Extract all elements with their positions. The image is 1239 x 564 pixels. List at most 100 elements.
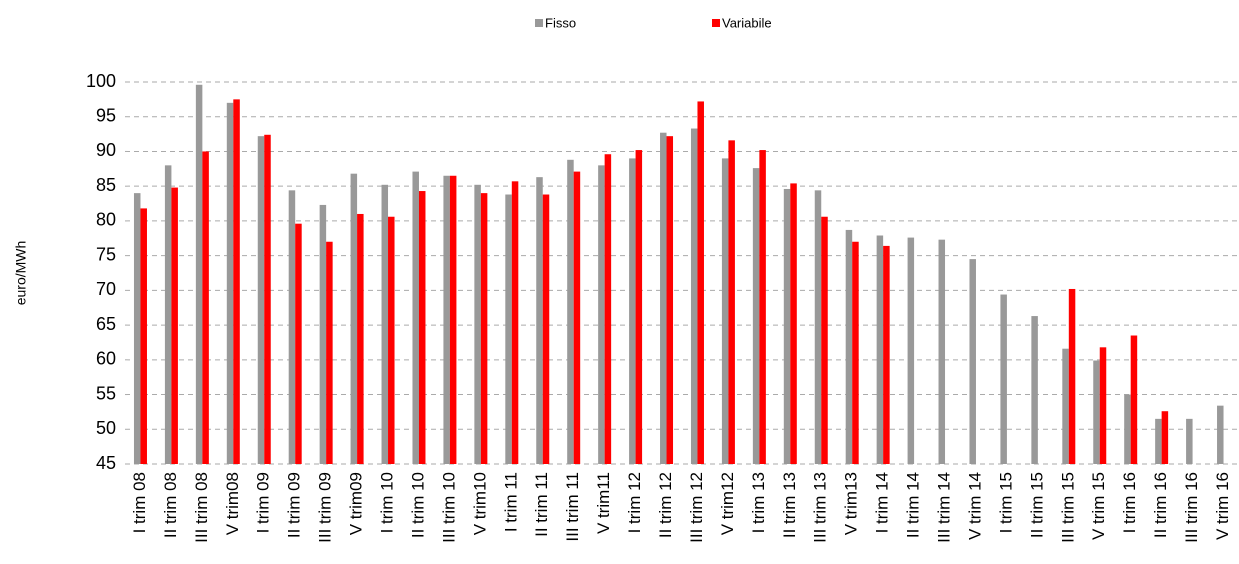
x-tick-label: I trim 13 (749, 472, 768, 533)
x-tick-label: I trim 15 (996, 472, 1015, 533)
x-tick-label: III trim 15 (1058, 472, 1077, 543)
bar (852, 241, 859, 464)
bar (690, 128, 698, 464)
bar (938, 239, 946, 464)
bar (721, 158, 729, 464)
x-tick-label: II trim 12 (656, 472, 675, 538)
x-tick-label: II trim 16 (1151, 472, 1170, 538)
bar (1093, 360, 1100, 464)
bar (635, 150, 643, 464)
x-tick-label: III trim 14 (935, 472, 954, 543)
bar (567, 159, 574, 464)
bar (883, 245, 890, 464)
bar (257, 136, 265, 464)
bar (697, 101, 704, 465)
legend-swatch (712, 19, 720, 27)
x-tick-label: I trim 11 (501, 472, 520, 532)
y-tick-label: 100 (86, 71, 116, 91)
bar (133, 193, 141, 465)
y-tick-label: 45 (96, 453, 116, 473)
bar (1068, 288, 1076, 464)
x-tick-label: III trim 08 (192, 472, 211, 543)
legend-label: Variabile (722, 15, 772, 30)
bar (202, 151, 209, 465)
bar (1130, 335, 1138, 464)
x-tick-label: I trim 14 (873, 472, 892, 533)
bar (171, 187, 178, 464)
bar (443, 175, 450, 464)
bar (418, 191, 426, 464)
bar (1062, 348, 1069, 464)
x-tick-label: III trim 12 (687, 472, 706, 543)
bar (629, 158, 636, 464)
x-tick-label: V trim10 (470, 472, 489, 535)
bar (1217, 405, 1224, 464)
y-tick-label: 50 (96, 418, 116, 438)
bar (1031, 316, 1038, 464)
bar (295, 223, 302, 464)
x-tick-label: V trim08 (223, 472, 242, 535)
bar (319, 204, 327, 464)
bar (876, 235, 884, 464)
x-tick-label: I trim 12 (625, 472, 644, 533)
bar (381, 184, 389, 464)
x-tick-label: I trim 16 (1120, 472, 1139, 533)
y-axis-label: euro/MWh (13, 241, 29, 306)
x-tick-label: II trim 13 (780, 472, 799, 538)
x-tick-label: V trim 16 (1213, 472, 1232, 540)
bar (1124, 394, 1131, 464)
bar (1161, 411, 1169, 464)
x-tick-label: III trim 13 (811, 472, 830, 543)
bar (449, 175, 457, 464)
bar (660, 132, 667, 464)
bar (505, 194, 512, 464)
bar (233, 99, 240, 464)
bar (728, 140, 735, 465)
bar (536, 177, 543, 465)
y-tick-label: 60 (96, 349, 116, 369)
bar (226, 102, 234, 464)
y-tick-label: 95 (96, 105, 116, 125)
bar (752, 168, 760, 464)
bar (480, 193, 488, 465)
x-tick-label: III trim 16 (1182, 472, 1201, 543)
bar (326, 241, 333, 464)
bar (666, 136, 674, 464)
y-tick-label: 75 (96, 244, 116, 264)
bar (783, 188, 791, 464)
x-tick-label: V trim 15 (1089, 472, 1108, 540)
x-tick-label: III trim 11 (563, 472, 582, 542)
bar (511, 181, 519, 464)
bar (573, 171, 581, 464)
legend-label: Fisso (545, 15, 576, 30)
y-tick-label: 85 (96, 175, 116, 195)
bar (821, 216, 828, 464)
x-tick-label: V trim11 (594, 472, 613, 534)
bar (907, 237, 915, 464)
x-tick-label: II trim 08 (161, 472, 180, 538)
bar (474, 184, 481, 464)
bar (1099, 347, 1107, 464)
bar (542, 194, 550, 464)
x-tick-label: III trim 10 (439, 472, 458, 543)
x-tick-label: V trim 14 (965, 472, 984, 540)
x-tick-label: II trim 09 (285, 472, 304, 538)
x-tick-label: I trim 09 (254, 472, 273, 533)
y-tick-label: 65 (96, 314, 116, 334)
x-tick-label: III trim 09 (316, 472, 335, 543)
bar (412, 171, 419, 464)
bar (814, 190, 822, 464)
x-tick-label: II trim 14 (904, 472, 923, 538)
bar (759, 150, 766, 464)
x-tick-label: V trim12 (718, 472, 737, 535)
x-tick-label: V trim09 (347, 472, 366, 535)
bar (1000, 294, 1007, 464)
x-tick-label: II trim 15 (1027, 472, 1046, 538)
bar (388, 216, 395, 464)
bar (195, 84, 203, 464)
x-tick-label: II trim 11 (532, 472, 551, 537)
bar (357, 213, 364, 464)
bar (1155, 418, 1162, 464)
y-tick-label: 80 (96, 210, 116, 230)
